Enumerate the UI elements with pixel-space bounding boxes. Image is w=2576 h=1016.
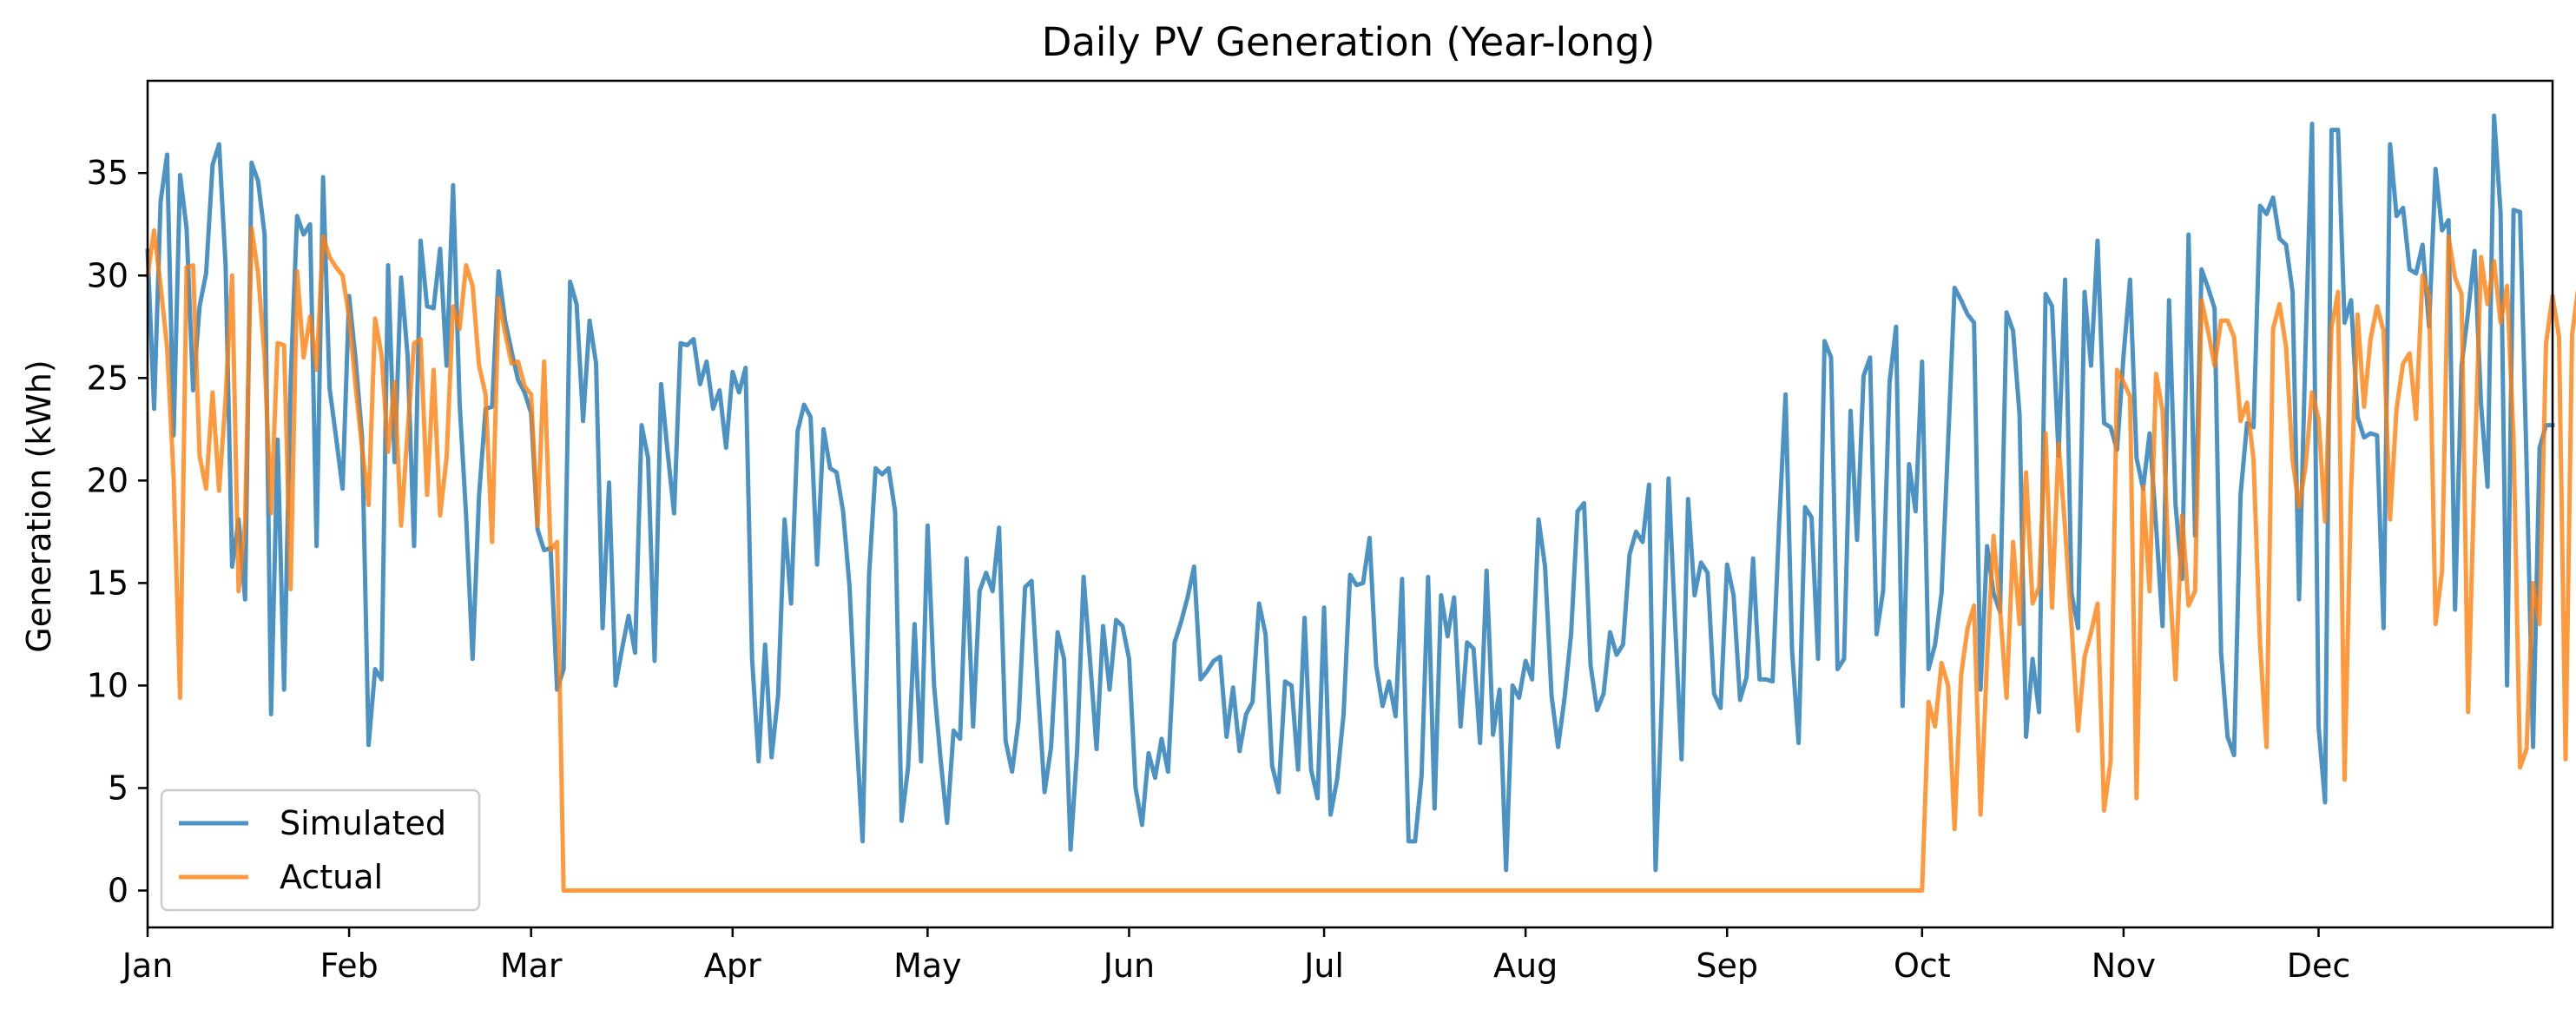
legend: Simulated Actual bbox=[160, 788, 481, 912]
x-tick-label: Aug bbox=[1493, 947, 1558, 985]
x-tick-label: Jun bbox=[1102, 947, 1155, 985]
legend-box bbox=[160, 788, 481, 912]
x-tick-label: Jan bbox=[121, 947, 174, 985]
x-tick-label: Oct bbox=[1894, 947, 1951, 985]
y-tick-label: 15 bbox=[87, 564, 128, 602]
x-tick-label: Sep bbox=[1696, 947, 1758, 985]
series-line-actual bbox=[145, 226, 2576, 894]
legend-label-actual: Actual bbox=[280, 858, 383, 896]
y-tick-label: 35 bbox=[87, 154, 128, 192]
x-tick-label: May bbox=[893, 947, 962, 985]
x-tick-label: Mar bbox=[500, 947, 563, 985]
series-layer bbox=[145, 113, 2576, 894]
axes-frame bbox=[146, 79, 2554, 929]
chart-title: Daily PV Generation (Year-long) bbox=[1042, 19, 1656, 65]
axes-layer: 0 5 10 15 20 25 30 35 Jan Feb Mar Apr May Jun Jul Aug Se… bbox=[87, 79, 2554, 985]
x-tick-label: Jul bbox=[1302, 947, 1344, 985]
y-tick-label: 10 bbox=[87, 666, 128, 704]
y-tick-label: 5 bbox=[108, 769, 128, 807]
legend-label-simulated: Simulated bbox=[280, 804, 446, 842]
x-tick-label: Nov bbox=[2092, 947, 2156, 985]
y-tick-label: 20 bbox=[87, 461, 128, 499]
y-axis-title: Generation (kWh) bbox=[20, 360, 58, 652]
y-tick-label: 25 bbox=[87, 359, 128, 397]
x-tick-label: Apr bbox=[704, 947, 761, 985]
y-tick-label: 30 bbox=[87, 256, 128, 294]
x-tick-label: Dec bbox=[2287, 947, 2351, 985]
y-tick-label: 0 bbox=[108, 872, 128, 910]
x-tick-label: Feb bbox=[320, 947, 378, 985]
